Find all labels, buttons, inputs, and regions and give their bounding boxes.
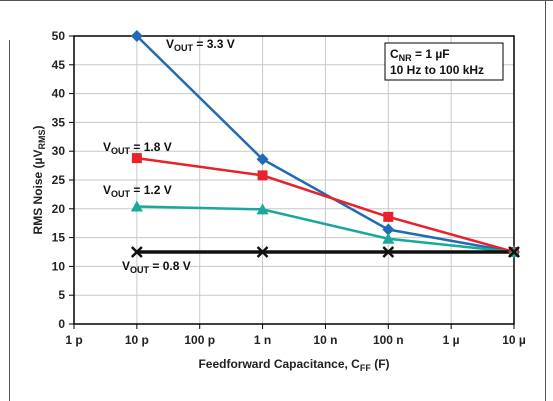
- data-point: [256, 203, 269, 215]
- y-tick-label: 50: [52, 29, 66, 43]
- label-3v3-main: V: [166, 37, 174, 51]
- series-markers: [130, 30, 520, 258]
- label-3v3-rest: = 3.3 V: [193, 37, 235, 51]
- x-marker-stroke: [256, 246, 269, 258]
- series-line-1: [136, 156, 515, 254]
- data-point: [382, 223, 395, 236]
- y-tick-label: 15: [52, 231, 66, 245]
- x-title-unit: (F): [371, 357, 390, 371]
- data-point: [508, 246, 520, 258]
- x-tick-label: 10 p: [125, 333, 149, 347]
- y-tick-label: 20: [52, 202, 66, 216]
- legend-cnr-sub: NR: [399, 53, 412, 63]
- x-tick-label: 1 n: [254, 333, 271, 347]
- x-tick-label: 1 p: [65, 333, 82, 347]
- series-label-3v3: VOUT = 3.3 V: [166, 37, 235, 53]
- grid: [74, 36, 514, 324]
- y-tick-label: 25: [52, 173, 66, 187]
- label-1v8-sub: OUT: [111, 146, 131, 156]
- label-1v2-sub: OUT: [111, 189, 131, 199]
- series-line-0: [135, 35, 515, 254]
- x-title-sub: FF: [360, 363, 371, 373]
- y-tick-label: 5: [58, 288, 65, 302]
- x-tick-label: 10 µ: [502, 333, 526, 347]
- data-point: [256, 246, 269, 258]
- legend-box: CNR = 1 µF 10 Hz to 100 kHz: [384, 42, 504, 81]
- y-tick-label: 30: [52, 144, 66, 158]
- y-tick-label: 40: [52, 87, 66, 101]
- x-axis-title: Feedforward Capacitance, CFF (F): [198, 357, 389, 373]
- data-point: [130, 200, 143, 212]
- y-tick-label: 45: [52, 58, 66, 72]
- data-point: [130, 246, 143, 258]
- series-lines: [135, 35, 515, 254]
- y-title-unit: ): [31, 126, 45, 130]
- data-point: [257, 170, 268, 181]
- legend-frame: [384, 42, 504, 81]
- x-tick-label: 100 n: [373, 333, 404, 347]
- legend-line-1: CNR = 1 µF: [390, 47, 450, 63]
- data-point: [256, 153, 269, 166]
- series-labels: VOUT = 3.3 V VOUT = 1.8 V VOUT = 1.2 V V…: [103, 37, 235, 275]
- legend-cnr-rest: = 1 µF: [412, 47, 450, 61]
- y-axis-title: RMS Noise (µVRMS): [31, 126, 47, 235]
- label-1v8-rest: = 1.8 V: [130, 140, 172, 154]
- data-point: [383, 211, 394, 222]
- data-point: [382, 232, 395, 244]
- data-point: [382, 246, 395, 258]
- y-axis-ticks: 0 5 10 15 20 25 30 35 40 45 50: [52, 29, 74, 331]
- data-point: [131, 153, 142, 164]
- legend-line-2: 10 Hz to 100 kHz: [390, 63, 484, 77]
- series-label-1v2: VOUT = 1.2 V: [103, 183, 172, 199]
- x-title-main: Feedforward Capacitance, C: [198, 357, 360, 371]
- data-point: [130, 30, 143, 42]
- y-tick-label: 0: [58, 317, 65, 331]
- x-marker-stroke: [130, 246, 143, 258]
- y-title-main: RMS Noise (µV: [31, 150, 45, 235]
- label-3v3-sub: OUT: [174, 43, 194, 53]
- series-label-0v8: VOUT = 0.8 V: [122, 259, 191, 275]
- x-tick-label: 100 p: [184, 333, 215, 347]
- y-title-sub: RMS: [37, 130, 47, 150]
- x-tick-label: 10 n: [313, 333, 337, 347]
- y-tick-label: 10: [52, 259, 66, 273]
- x-axis-ticks: 1 p 10 p 100 p 1 n 10 n 100 n 1 µ 10 µ: [65, 324, 526, 347]
- x-marker-stroke: [382, 246, 395, 258]
- label-0v8-main: V: [122, 259, 130, 273]
- legend-cnr-main: C: [390, 47, 399, 61]
- x-tick-label: 1 µ: [443, 333, 460, 347]
- label-1v2-rest: = 1.2 V: [130, 183, 172, 197]
- label-0v8-rest: = 0.8 V: [149, 259, 191, 273]
- label-0v8-sub: OUT: [130, 265, 150, 275]
- x-marker-stroke: [508, 246, 520, 258]
- series-label-1v8: VOUT = 1.8 V: [103, 140, 172, 156]
- label-1v2-main: V: [103, 183, 111, 197]
- y-tick-label: 35: [52, 115, 66, 129]
- series-line-2: [136, 205, 515, 254]
- label-1v8-main: V: [103, 140, 111, 154]
